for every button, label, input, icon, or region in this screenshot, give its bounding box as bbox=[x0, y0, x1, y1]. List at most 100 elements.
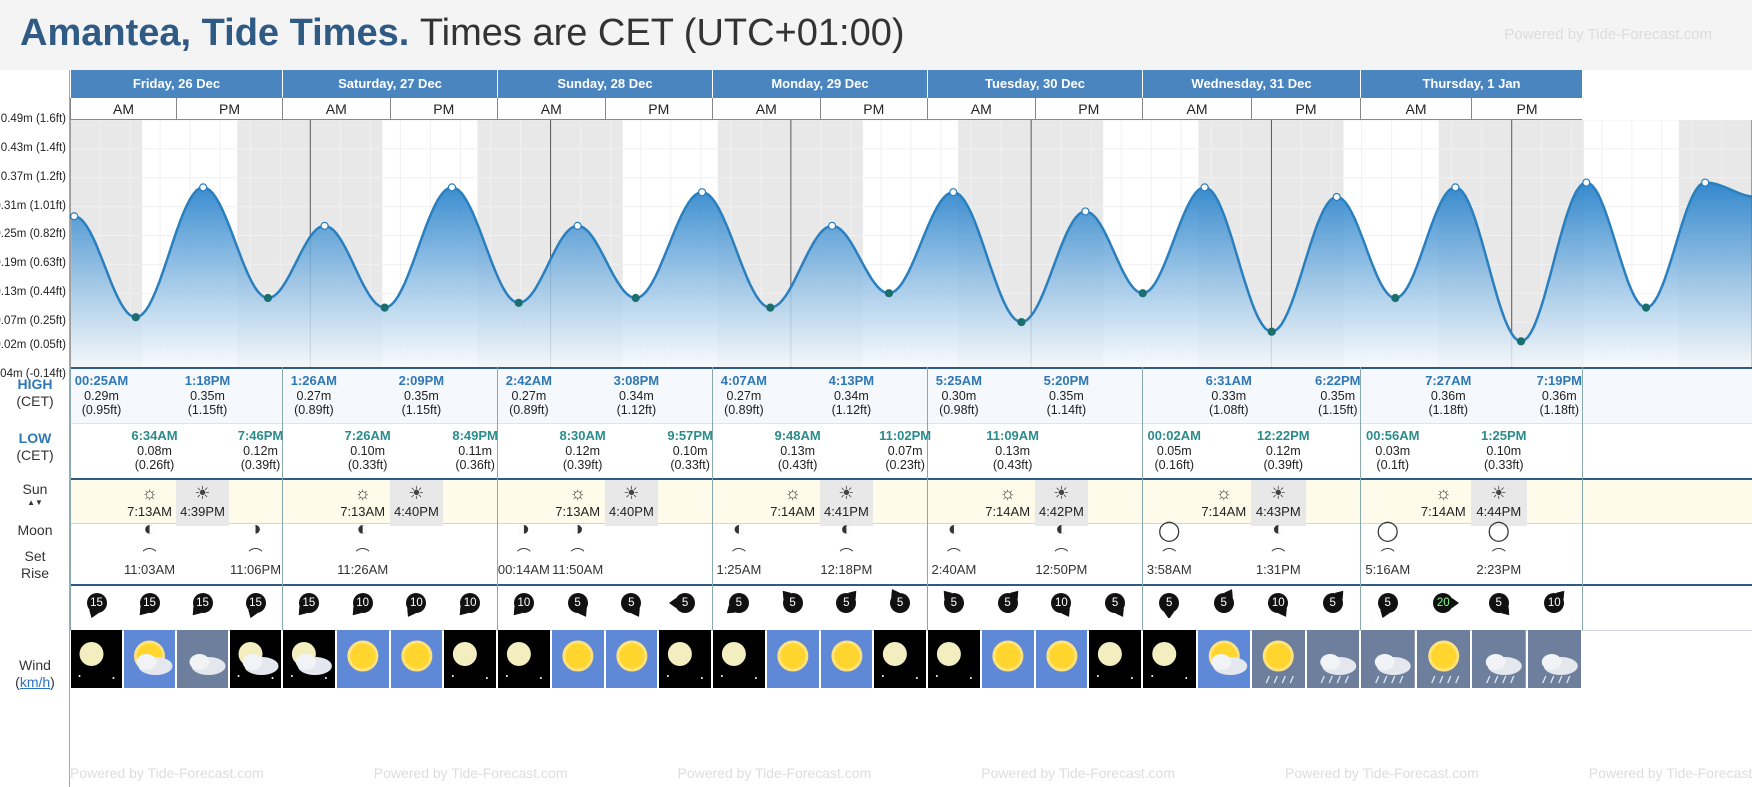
wind-indicator: 15 bbox=[187, 586, 219, 618]
high-tide-height-ft: (1.14ft) bbox=[1046, 403, 1087, 417]
wind-speed: 10 bbox=[1268, 593, 1289, 613]
row-divider bbox=[70, 367, 1752, 369]
high-tide-height-m: 0.35m bbox=[1320, 388, 1356, 403]
moonrise-icon: ⌒ bbox=[1271, 547, 1286, 563]
wind-speed: 5 bbox=[675, 593, 696, 613]
low-band bbox=[70, 423, 1752, 478]
y-tick-label: 0.13m (0.44ft) bbox=[0, 286, 66, 299]
low-tide-height-ft: (0.43ft) bbox=[992, 458, 1033, 472]
wind-indicator: 15 bbox=[293, 586, 325, 618]
waxing-moon-icon: ◐ bbox=[1055, 518, 1068, 540]
wind-speed: 15 bbox=[245, 593, 266, 613]
low-tide-cell: 7:46PM 0.12m (0.39ft) bbox=[229, 428, 292, 473]
am-header: AM bbox=[1142, 98, 1251, 120]
moonrise-time: 00:14AM bbox=[497, 562, 550, 577]
moonrise-icon: ⌒ bbox=[355, 547, 370, 563]
row-divider bbox=[70, 584, 1752, 586]
wind-unit-link[interactable]: km/h bbox=[19, 674, 51, 690]
high-tide-height-ft: (1.18ft) bbox=[1428, 403, 1469, 417]
low-tide-point bbox=[263, 293, 273, 303]
sunset-icon: ☀ bbox=[408, 483, 425, 503]
high-tide-height-ft: (1.12ft) bbox=[831, 403, 872, 417]
low-tide-height-m: 0.03m bbox=[1375, 443, 1411, 458]
high-tide-height-m: 0.35m bbox=[404, 388, 439, 403]
high-tide-point bbox=[828, 221, 837, 230]
wind-speed: 15 bbox=[298, 593, 319, 613]
am-header: AM bbox=[282, 98, 390, 120]
powered-by-watermark: Powered by Tide-Forecast.com bbox=[1504, 26, 1712, 43]
sunrise-icon: ☼ bbox=[784, 483, 801, 503]
day-column-divider bbox=[1360, 367, 1361, 630]
weather-sun-cloud-icon bbox=[1197, 630, 1250, 688]
moonrise-cell: ⌒ 3:58AM bbox=[1129, 548, 1209, 577]
wind-speed: 10 bbox=[406, 593, 427, 613]
wind-speed: 15 bbox=[192, 593, 213, 613]
wind-speed: 15 bbox=[86, 593, 107, 613]
high-tide-point bbox=[70, 212, 79, 221]
moonrise-time: 2:40AM bbox=[931, 562, 977, 577]
wind-direction-arrow-icon bbox=[1278, 608, 1288, 617]
wind-direction-arrow-icon bbox=[247, 609, 258, 618]
wind-speed: 5 bbox=[1322, 593, 1343, 613]
weather-sun-icon bbox=[605, 630, 658, 688]
high-tide-height-m: 0.27m bbox=[296, 388, 332, 403]
low-tide-point bbox=[1138, 289, 1147, 298]
wind-speed: 15 bbox=[139, 593, 160, 613]
row-divider bbox=[70, 478, 1752, 480]
weather-cloud-rain-icon bbox=[1527, 630, 1581, 688]
wind-indicator: 5 bbox=[723, 586, 755, 618]
wind-direction-arrow-icon bbox=[88, 609, 99, 618]
wind-indicator: 10 bbox=[454, 586, 486, 618]
high-tide-cell: 4:13PM 0.34m (1.12ft) bbox=[820, 373, 884, 418]
high-tide-point bbox=[1200, 183, 1209, 192]
high-tide-height-ft: (1.15ft) bbox=[187, 403, 228, 417]
low-tide-time: 9:57PM bbox=[667, 428, 713, 443]
sunset-icon: ☀ bbox=[838, 483, 855, 503]
weather-moon-clear-icon bbox=[498, 630, 550, 688]
y-tick-label: 0.37m (1.2ft) bbox=[0, 170, 66, 183]
low-tide-cell: 8:30AM 0.12m (0.39ft) bbox=[551, 428, 615, 473]
sunrise-icon: ☼ bbox=[999, 483, 1016, 503]
low-tide-height-ft: (0.43ft) bbox=[777, 458, 818, 472]
wind-indicator: 10 bbox=[1045, 586, 1077, 618]
last-quarter-moon-icon: ◑ bbox=[249, 518, 262, 540]
low-tide-time: 6:34AM bbox=[131, 428, 178, 443]
sunrise-icon: ☼ bbox=[1215, 483, 1233, 503]
low-tide-time: 7:26AM bbox=[344, 428, 391, 443]
low-tide-height-m: 0.10m bbox=[672, 443, 708, 458]
moonrise-time: 1:25AM bbox=[716, 562, 762, 577]
forecast-grid: Friday, 26 Dec AM PM Saturday, 27 Dec AM PM Su… bbox=[70, 70, 1752, 787]
low-tide-point bbox=[1267, 327, 1276, 336]
low-tide-time: 11:02PM bbox=[879, 428, 932, 443]
low-tide-point bbox=[766, 303, 775, 312]
wind-indicator: 5 bbox=[1483, 586, 1515, 618]
moonrise-icon: ⌒ bbox=[1491, 547, 1506, 563]
moon-label-text: Moon bbox=[17, 522, 53, 538]
low-tide-point bbox=[131, 313, 140, 322]
wind-label: Wind (km/h) bbox=[0, 657, 70, 691]
sunset-time: 4:39PM bbox=[180, 504, 225, 519]
powered-by-watermark: Powered by Tide-Forecast.com bbox=[1285, 765, 1479, 781]
weather-sun-icon bbox=[1035, 630, 1088, 688]
sunset-icon: ☀ bbox=[1053, 483, 1070, 503]
sunrise-time: 7:14AM bbox=[1201, 504, 1247, 519]
low-tide-height-m: 0.05m bbox=[1156, 443, 1192, 458]
high-tide-time: 6:31AM bbox=[1205, 373, 1252, 388]
weather-sun-icon bbox=[551, 630, 604, 688]
wind-speed: 5 bbox=[728, 593, 749, 613]
sunrise-icon: ☼ bbox=[354, 483, 371, 503]
waxing-moon-icon: ◑ bbox=[571, 518, 584, 540]
low-label-tz: (CET) bbox=[16, 447, 54, 463]
wind-speed: 5 bbox=[836, 593, 857, 613]
moonrise-cell: ⌒ 2:23PM bbox=[1459, 548, 1539, 577]
sunrise-cell: ☼ 7:14AM bbox=[1416, 480, 1472, 526]
high-tide-time: 1:18PM bbox=[184, 373, 231, 388]
low-tide-cell: 00:02AM 0.05m (0.16ft) bbox=[1142, 428, 1207, 473]
high-tide-time: 2:09PM bbox=[398, 373, 445, 388]
low-tide-time: 9:48AM bbox=[774, 428, 821, 443]
sunrise-time: 7:13AM bbox=[555, 504, 601, 519]
high-tide-cell: 5:20PM 0.35m (1.14ft) bbox=[1035, 373, 1099, 418]
sunrise-time: 7:13AM bbox=[340, 504, 386, 519]
low-tide-cell: 9:57PM 0.10m (0.33ft) bbox=[658, 428, 722, 473]
low-tide-point bbox=[514, 298, 523, 307]
